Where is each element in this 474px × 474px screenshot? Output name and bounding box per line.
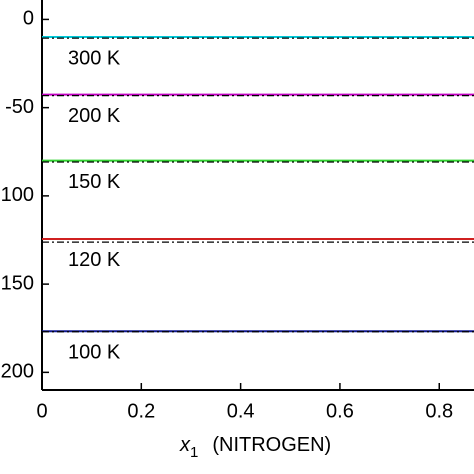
series-label: 150 K [68,171,121,193]
y-tick-label: -50 [5,96,34,118]
x-axis-var: x [179,434,191,456]
x-tick-label: 0.6 [326,400,354,422]
series-label: 100 K [68,342,121,364]
series-label: 300 K [68,47,121,69]
y-tick-label: 0 [23,8,34,30]
series-label: 120 K [68,249,121,271]
x-tick-label: 0 [36,400,47,422]
x-axis-label: x1 (NITROGEN) [179,434,331,461]
y-tick-label: -200 [0,361,34,383]
x-tick-label: 0.4 [227,400,255,422]
x-axis-text: (NITROGEN) [212,434,331,456]
y-tick-label: -150 [0,272,34,294]
x-tick-label: 0.2 [127,400,155,422]
x-axis-sub: 1 [190,444,198,461]
series-label: 200 K [68,105,121,127]
y-tick-label: -100 [0,184,34,206]
x-tick-label: 0.8 [425,400,453,422]
